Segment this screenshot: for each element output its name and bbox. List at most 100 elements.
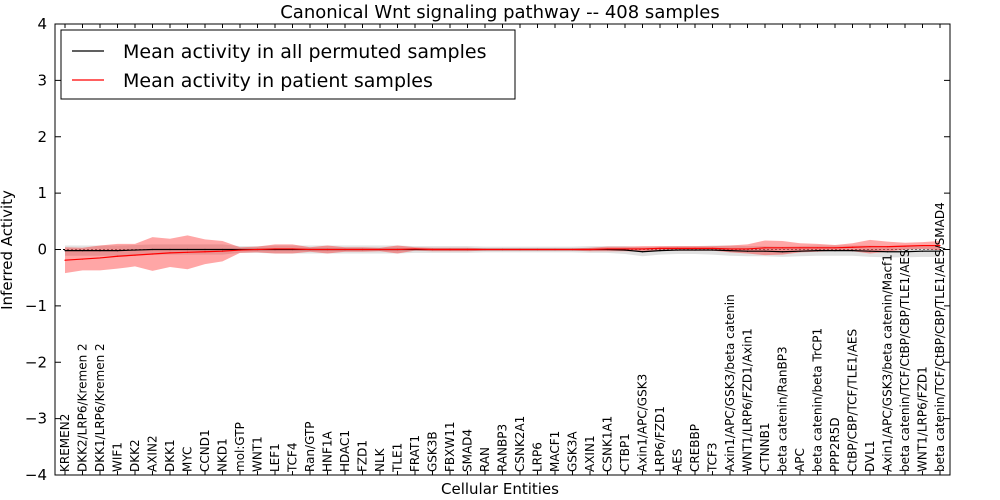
data-point [99,250,101,252]
x-tick-label: CTBP1 [618,433,632,472]
x-tick-label: TCF3 [706,442,720,473]
band-patient [65,235,940,274]
data-point [134,249,136,251]
data-point [676,249,679,251]
x-tick-label: LRP6 [531,442,545,472]
data-point [309,248,311,251]
x-tick-label: NKD1 [216,438,230,472]
y-tick-label: 3 [37,71,47,89]
data-point [151,253,154,255]
data-point [484,248,486,251]
data-point [501,248,504,251]
x-tick-label: Axin1/APC/GSK3/beta catenin/Macf1 [881,254,895,472]
data-point [711,247,714,249]
data-point [519,248,521,251]
data-point [571,248,574,251]
data-point [221,248,224,251]
x-tick-label: DKK1 [163,439,177,472]
data-point [729,250,731,252]
data-point [169,252,171,254]
data-point [781,251,784,253]
x-tick-label: FZD1 [356,440,370,472]
x-tick-label: RAN [478,447,492,472]
x-tick-label: DKK2/LRP6/Kremen 2 [76,343,90,472]
data-point [851,246,854,248]
data-point [169,248,171,251]
data-point [694,249,696,251]
y-tick-label: −4 [25,466,47,484]
data-point [344,248,346,251]
data-point [624,249,626,251]
data-point [729,248,731,250]
chart-title: Canonical Wnt signaling pathway -- 408 s… [280,2,720,23]
data-point [379,248,381,251]
y-tick-label: 1 [37,184,47,202]
data-point [659,247,661,249]
data-point [816,247,819,249]
x-tick-label: CSNK2A1 [513,416,527,472]
x-tick-label: CSNK1A1 [601,416,615,472]
data-point [466,248,469,251]
plot-area [55,235,950,274]
x-tick-label: KREMEN2 [58,414,72,472]
x-tick-label: LEF1 [268,443,282,472]
data-point [99,257,101,259]
data-point [606,248,609,250]
legend-label-permuted: Mean activity in all permuted samples [123,41,486,63]
data-point [239,249,241,251]
x-tick-label: CCND1 [198,429,212,472]
data-point [274,248,276,250]
data-point [746,248,749,250]
y-tick-label: 2 [37,128,47,146]
data-point [186,248,189,251]
data-point [81,250,84,252]
data-point [764,250,766,252]
data-point [64,250,66,252]
x-tick-label: WNT1/LRP6/FZD1 [916,366,930,472]
x-tick-label: beta catenin/TCF/CtBP/CBP/TLE1/AES [898,249,912,472]
x-tick-label: LRP6/FZD1 [653,406,667,472]
x-tick-label: TLE1 [391,443,405,473]
data-point [939,244,941,247]
y-tick-label: 0 [37,241,47,259]
x-tick-label: Ran/GTP [303,421,317,472]
data-point [886,246,889,248]
y-axis-label: Inferred Activity [0,190,16,310]
data-point [904,245,906,247]
data-point [396,248,399,251]
data-point [361,248,364,251]
x-tick-label: MYC [181,447,195,472]
data-point [449,248,451,251]
data-point [589,248,591,251]
data-point [781,247,784,249]
x-tick-label: AXIN1 [583,435,597,472]
x-tick-label: FRAT1 [408,435,422,472]
data-point [536,248,539,251]
x-tick-label: AES [671,449,685,472]
y-tick-label: −2 [25,353,47,371]
data-point [624,248,626,250]
data-point [869,246,871,248]
y-tick-label: −1 [25,297,47,315]
x-tick-label: DKK1/LRP6/Kremen 2 [93,343,107,472]
data-point [186,251,189,253]
data-point [764,247,766,249]
x-tick-label: HNF1A [321,430,335,472]
data-point [869,250,871,252]
y-tick-label: −3 [25,410,47,428]
x-tick-label: CREBBP [688,424,702,472]
x-tick-label: CTNNB1 [758,422,772,472]
data-point [116,250,119,252]
x-tick-label: Axin1/APC/GSK3 [636,374,650,472]
x-tick-label: NLK [373,447,387,472]
data-point [204,251,206,253]
x-tick-label: HDAC1 [338,430,352,472]
band-permuted [65,244,940,258]
x-tick-label: mol:GTP [233,422,247,472]
x-tick-label: beta catenin/beta TrCP1 [811,328,825,472]
data-point [204,248,206,251]
x-tick-label: WNT1/LRP6/FZD1/Axin1 [741,328,755,472]
data-point [676,247,679,249]
data-point [431,248,434,251]
